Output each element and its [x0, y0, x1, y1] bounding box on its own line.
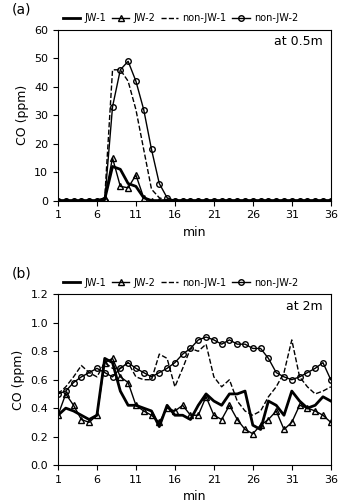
- X-axis label: min: min: [183, 226, 206, 239]
- Y-axis label: CO (ppm): CO (ppm): [12, 350, 25, 410]
- Text: at 2m: at 2m: [286, 300, 323, 312]
- Text: at 0.5m: at 0.5m: [274, 35, 323, 48]
- Text: (a): (a): [12, 2, 31, 16]
- X-axis label: min: min: [183, 490, 206, 500]
- Legend: JW-1, JW-2, non-JW-1, non-JW-2: JW-1, JW-2, non-JW-1, non-JW-2: [63, 14, 298, 24]
- Legend: JW-1, JW-2, non-JW-1, non-JW-2: JW-1, JW-2, non-JW-1, non-JW-2: [63, 278, 298, 288]
- Text: (b): (b): [12, 267, 31, 281]
- Y-axis label: CO (ppm): CO (ppm): [16, 85, 29, 146]
